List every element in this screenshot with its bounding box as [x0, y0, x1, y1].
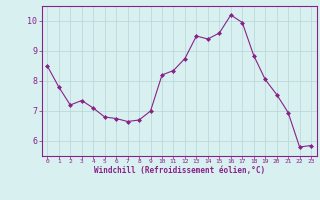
- X-axis label: Windchill (Refroidissement éolien,°C): Windchill (Refroidissement éolien,°C): [94, 166, 265, 175]
